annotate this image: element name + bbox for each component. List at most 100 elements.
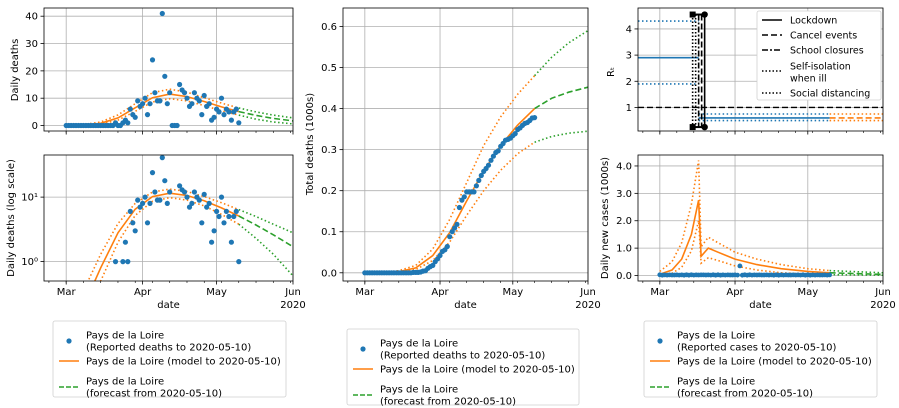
daily-log-point — [135, 197, 141, 203]
cases-point — [735, 272, 740, 278]
daily-deaths-point — [221, 112, 227, 118]
total-deaths-point — [447, 234, 453, 240]
x-axis-label: date — [157, 300, 180, 311]
total-deaths-point — [473, 183, 479, 189]
daily-log-point — [112, 259, 119, 265]
cases-model-high — [659, 160, 830, 273]
daily-deaths-point — [167, 90, 173, 96]
y-tick-label: 2 — [626, 77, 632, 88]
daily-deaths-point — [236, 120, 242, 126]
daily-deaths-point — [157, 98, 163, 104]
right-legend-label: (Reported cases to 2020-05-10) — [677, 343, 836, 354]
daily-log-point — [152, 189, 158, 195]
y-tick-label: 0.4 — [321, 104, 337, 115]
daily-deaths-point — [196, 98, 202, 104]
y-tick-label: 0 — [32, 121, 38, 132]
daily-log-ylabel: Daily deaths (log scale) — [6, 159, 17, 277]
x-tick-label: May — [797, 287, 818, 298]
y-tick-label: 4.0 — [616, 161, 632, 172]
daily-log-point — [147, 200, 153, 206]
rt-legend-label: Cancel events — [790, 31, 857, 42]
y-tick-label: 3 — [626, 51, 632, 62]
total-deaths-point — [444, 243, 450, 250]
x-tick-year: 2020 — [870, 300, 895, 311]
left-legend-label: (forecast from 2020-05-10) — [86, 389, 222, 400]
daily-log-point — [159, 155, 165, 161]
total-deaths-point — [461, 194, 467, 200]
daily-deaths-point — [206, 101, 212, 107]
daily-deaths-point — [226, 109, 232, 115]
x-tick-label: Jun — [284, 287, 301, 298]
daily-log-point — [191, 189, 197, 195]
middle-legend-label: (forecast from 2020-05-10) — [380, 397, 516, 408]
y-tick-label: 2.0 — [616, 216, 632, 227]
rt-legend-label: Social distancing — [790, 89, 870, 100]
middle-legend-label: Pays de la Loire (model to 2020-05-10) — [380, 365, 575, 376]
daily-log-point — [132, 228, 138, 234]
left-legend-swatch-reported — [66, 338, 72, 344]
daily-log-point — [122, 239, 128, 245]
daily-log-point — [162, 178, 168, 184]
right-legend-swatch-reported — [657, 338, 663, 344]
middle-legend-label: Pays de la Loire — [380, 385, 458, 396]
y-tick-label: 0.5 — [321, 63, 337, 74]
intervention-marker — [689, 124, 696, 131]
x-tick-label: Mar — [650, 287, 670, 298]
cases-forecast-low — [829, 273, 883, 276]
total-deaths-point — [532, 115, 538, 121]
daily-deaths-point — [218, 95, 225, 101]
left-legend-label: Pays de la Loire (model to 2020-05-10) — [86, 357, 281, 368]
daily-log-point — [216, 213, 222, 220]
rt-legend-label: School closures — [790, 46, 864, 57]
y-tick-label: 0.0 — [321, 268, 337, 279]
daily-log-point — [137, 204, 143, 210]
daily-log-point — [130, 220, 136, 226]
daily-log-point — [206, 200, 212, 206]
y-tick-label: 10¹ — [21, 193, 38, 204]
rt-legend-box — [756, 10, 882, 101]
daily-log-point — [204, 204, 210, 210]
total-deaths-point — [512, 131, 518, 137]
daily-log-point — [236, 259, 242, 265]
daily-deaths-point — [127, 106, 133, 112]
total-deaths-forecast-low — [534, 130, 588, 143]
daily-deaths-point — [199, 112, 205, 118]
daily-log-model-low — [99, 196, 240, 281]
right-legend-label: Pays de la Loire — [677, 331, 755, 342]
daily-log-point — [140, 200, 146, 206]
daily-log-point — [196, 197, 202, 203]
x-axis-label: date — [749, 300, 772, 311]
y-tick-label: 10 — [25, 94, 38, 105]
total-deaths-ylabel: Total deaths (1000s) — [305, 93, 316, 196]
daily-log-point — [186, 204, 193, 210]
x-tick-label: May — [206, 287, 227, 298]
daily-log-point — [144, 220, 151, 226]
daily-log-point — [157, 197, 163, 203]
x-tick-label: May — [502, 287, 523, 298]
daily-deaths-ylabel: Daily deaths — [10, 39, 21, 102]
x-tick-label: Apr — [431, 287, 449, 298]
x-tick-label: Apr — [726, 287, 744, 298]
y-tick-label: 1.0 — [616, 244, 632, 255]
left-legend-label: (Reported deaths to 2020-05-10) — [86, 343, 251, 354]
total-deaths-point — [485, 162, 492, 168]
total-deaths-forecast-line — [534, 86, 588, 110]
daily-log-forecast-low — [238, 223, 293, 277]
total-deaths-point — [452, 225, 458, 231]
middle-legend-label: (Reported deaths to 2020-05-10) — [380, 351, 545, 362]
daily-log-point — [214, 208, 220, 214]
daily-log-point — [149, 170, 156, 176]
middle-legend-label: Pays de la Loire — [380, 339, 458, 350]
y-tick-label: 0.0 — [616, 271, 632, 282]
daily-log-point — [226, 213, 232, 220]
right-legend-label: Pays de la Loire — [677, 377, 755, 388]
total-deaths-point — [430, 262, 436, 268]
daily-deaths-point — [142, 95, 148, 101]
daily-deaths-point — [159, 10, 165, 17]
y-tick-label: 0.2 — [321, 186, 337, 197]
cases-forecast-high — [829, 269, 883, 274]
daily-deaths-frame — [43, 7, 294, 132]
total-deaths-frame — [342, 7, 589, 282]
y-tick-label: 0.6 — [321, 22, 337, 33]
daily-deaths-point — [201, 92, 207, 99]
